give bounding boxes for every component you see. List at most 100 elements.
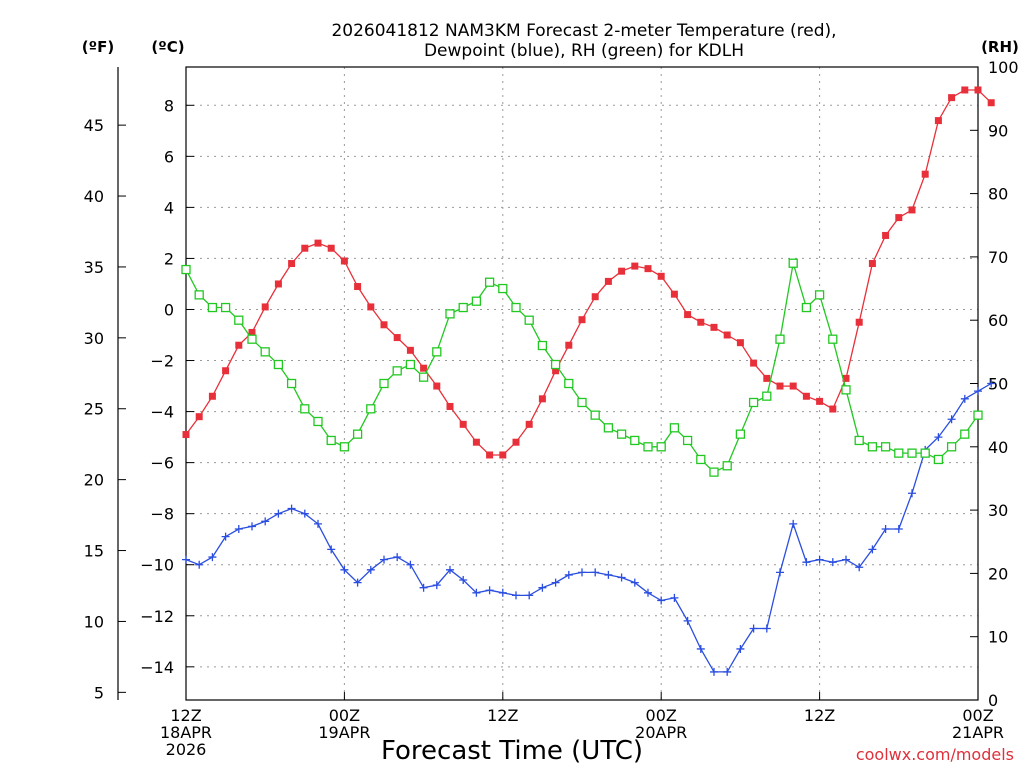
rh-point (471, 296, 482, 306)
temperature-point (776, 382, 784, 390)
dewpoint-point (459, 576, 468, 585)
dewpoint-point (696, 644, 705, 653)
dewpoint-point (776, 568, 784, 577)
rh-point (260, 347, 270, 357)
rh-point (366, 404, 376, 414)
temperature-point (380, 321, 388, 329)
dewpoint-point (670, 593, 679, 602)
temperature-point (288, 260, 296, 268)
dewpoint-point (855, 563, 864, 572)
temperature-point (367, 303, 375, 311)
rh-point (207, 302, 218, 313)
celsius-tick-label: −8 (150, 505, 174, 524)
dewpoint-point (828, 558, 837, 567)
rh-point (577, 397, 587, 408)
dewpoint-point (512, 591, 520, 600)
celsius-tick-label: −2 (150, 352, 174, 371)
temperature-point (446, 402, 454, 410)
dewpoint-point (723, 667, 732, 676)
temperature-point (908, 206, 916, 214)
temperature-point (195, 413, 203, 421)
temperature-point (459, 420, 467, 428)
temperature-point (670, 290, 678, 298)
rh-point (643, 442, 653, 452)
temperature-point (261, 303, 269, 311)
temperature-point (301, 244, 309, 252)
dewpoint-point (802, 558, 811, 567)
rh-point (432, 347, 442, 357)
rh-tick-label: 60 (988, 311, 1008, 330)
temperature-point (974, 86, 982, 94)
temperature-point (842, 374, 850, 382)
dewpoint-point (630, 578, 639, 587)
rh-point (234, 315, 244, 325)
plot-frame (185, 66, 979, 701)
temperature-point (486, 451, 494, 459)
rh-point (630, 435, 640, 446)
dewpoint-point (393, 553, 402, 562)
x-tick-label: 00Z (962, 706, 993, 725)
rh-point (669, 423, 680, 433)
temperature-point (934, 117, 942, 125)
dewpoint-point (974, 387, 982, 396)
rh-point (828, 334, 838, 344)
dewpoint-point (472, 588, 481, 597)
rh-point (920, 448, 930, 458)
dewpoint-point (314, 519, 322, 528)
rh-point (300, 404, 310, 414)
rh-point (722, 461, 732, 471)
rh-point (181, 264, 191, 275)
dewpoint-point (353, 578, 362, 587)
rh-point (946, 442, 957, 452)
rh-point (247, 334, 257, 344)
dewpoint-point (380, 555, 388, 564)
dewpoint-point (419, 583, 428, 592)
temperature-point (987, 99, 995, 107)
dewpoint-point (538, 583, 547, 592)
rh-point (418, 372, 429, 382)
rh-point (326, 435, 336, 446)
rh-point (458, 302, 468, 313)
temperature-point (565, 341, 573, 349)
temperature-point (736, 339, 744, 347)
temperature-point (618, 267, 626, 275)
temperature-point (750, 359, 758, 367)
series-layer (181, 86, 996, 676)
temperature-point (274, 280, 282, 288)
dewpoint-point (617, 573, 626, 582)
dewpoint-point (300, 509, 309, 518)
rh-point (933, 454, 944, 465)
rh-point (880, 442, 891, 452)
temperature-point (235, 341, 243, 349)
rh-point (405, 359, 416, 370)
rh-point (511, 302, 521, 313)
temperature-point (525, 420, 533, 428)
dewpoint-point (947, 415, 956, 424)
dewpoint-point (710, 667, 718, 676)
fahrenheit-tick-label: 30 (84, 329, 104, 348)
temperature-point (208, 392, 216, 400)
x-tick-label: 12Z (804, 706, 835, 725)
temperature-point (393, 334, 401, 342)
rh-point (841, 385, 851, 395)
celsius-tick-label: −10 (140, 556, 174, 575)
celsius-tick-label: −14 (140, 658, 174, 677)
rh-point (498, 283, 508, 294)
chart-title-line2: Dewpoint (blue), RH (green) for KDLH (424, 41, 744, 61)
dewpoint-point (485, 586, 494, 595)
rh-point (564, 378, 574, 389)
x-tick-label: 12Z (487, 706, 518, 725)
rh-point (392, 366, 402, 376)
temperature-point (420, 364, 428, 372)
temperature-point (829, 405, 837, 413)
fahrenheit-tick-label: 20 (84, 471, 104, 490)
dewpoint-point (842, 555, 850, 564)
temperature-point (631, 262, 639, 270)
rh-tick-label: 0 (988, 691, 998, 710)
dewpoint-series (182, 379, 996, 676)
fahrenheit-tick-label: 45 (84, 116, 104, 135)
temperature-point (816, 397, 824, 405)
temperature-point (354, 283, 362, 291)
celsius-tick-label: −4 (150, 403, 174, 422)
dewpoint-point (762, 624, 771, 633)
